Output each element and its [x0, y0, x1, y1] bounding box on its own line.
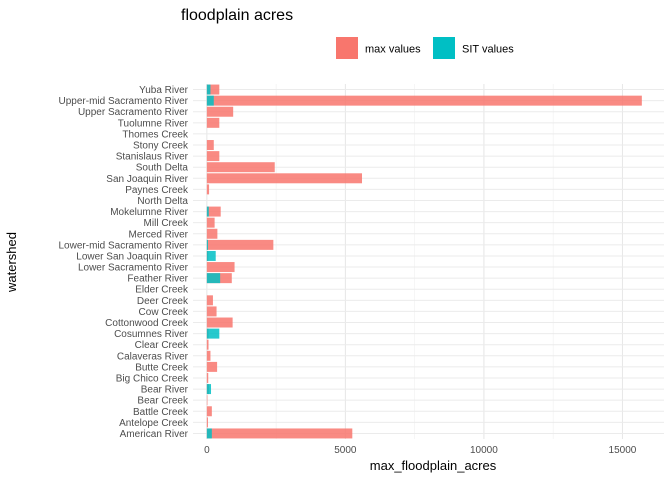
bars-sit-values [206, 84, 221, 439]
legend-label-max-values: max values [365, 44, 421, 56]
bar-max-values-merced-river [206, 228, 218, 239]
x-axis-label: max_floodplain_acres [370, 458, 497, 473]
bar-max-values-mokelumne-river [206, 206, 221, 217]
y-tick-label: San Joaquin River [106, 174, 188, 185]
y-tick-label: Elder Creek [135, 285, 189, 296]
bar-max-values-clear-creek [206, 339, 209, 350]
y-tick-label: Tuolumne River [118, 118, 189, 129]
bar-max-values-yuba-river [206, 84, 220, 95]
bar-sit-values-cosumnes-river [206, 328, 220, 339]
y-tick-label: Cosumnes River [114, 329, 189, 340]
y-tick-label: Lower Sacramento River [78, 263, 189, 274]
y-tick-label: Upper-mid Sacramento River [59, 96, 189, 107]
y-tick-label: Paynes Creek [125, 185, 189, 196]
bar-max-values-lower-mid-sacramento-river [206, 239, 274, 250]
y-tick-label: Deer Creek [137, 296, 189, 307]
bar-max-values-stony-creek [206, 140, 214, 151]
y-tick-label: Feather River [127, 274, 188, 285]
bar-max-values-tuolumne-river [206, 117, 220, 128]
y-tick-label: Antelope Creek [119, 418, 189, 429]
legend: max values SIT values [336, 37, 514, 59]
y-tick-label: Mokelumne River [110, 207, 188, 218]
bar-max-values-san-joaquin-river [206, 173, 363, 184]
bar-sit-values-mokelumne-river [206, 206, 209, 217]
y-tick-label: Bear River [141, 385, 189, 396]
y-axis-label: watershed [4, 232, 19, 293]
bar-max-values-antelope-creek [206, 417, 208, 428]
y-tick-label: Lower-mid Sacramento River [59, 240, 189, 251]
bar-max-values-stanislaus-river [206, 151, 220, 162]
x-axis-tick-labels: 0 5000 10000 15000 [204, 445, 637, 456]
bar-max-values-upper-mid-sacramento-river [206, 95, 642, 106]
y-tick-label: Battle Creek [133, 407, 189, 418]
bar-max-values-calaveras-river [206, 350, 211, 361]
grid [193, 84, 664, 439]
bar-sit-values-upper-mid-sacramento-river [206, 95, 214, 106]
x-tick-label: 10000 [470, 445, 498, 456]
bar-max-values-paynes-creek [206, 184, 210, 195]
bar-max-values-battle-creek [206, 406, 212, 417]
legend-key-max-values [336, 37, 358, 59]
y-tick-label: American River [120, 429, 189, 440]
bar-max-values-big-chico-creek [206, 372, 209, 383]
bar-max-values-cottonwood-creek [206, 317, 233, 328]
bar-sit-values-yuba-river [206, 84, 211, 95]
bar-max-values-butte-creek [206, 361, 218, 372]
legend-label-sit-values: SIT values [462, 44, 514, 56]
bar-sit-values-lower-mid-sacramento-river [206, 239, 208, 250]
y-tick-label: Stanislaus River [116, 152, 189, 163]
chart-title: floodplain acres [181, 7, 293, 24]
y-tick-label: Upper Sacramento River [78, 107, 189, 118]
y-tick-label: Big Chico Creek [116, 373, 189, 384]
y-tick-label: Clear Creek [135, 340, 189, 351]
bar-max-values-american-river [206, 428, 353, 439]
legend-key-sit-values [433, 37, 455, 59]
y-tick-label: North Delta [137, 196, 188, 207]
y-tick-label: South Delta [136, 163, 189, 174]
bar-sit-values-feather-river [206, 273, 221, 284]
bar-sit-values-american-river [206, 428, 212, 439]
y-tick-label: Cow Creek [139, 307, 189, 318]
bar-sit-values-lower-san-joaquin-river [206, 250, 216, 261]
bar-max-values-upper-sacramento-river [206, 106, 234, 117]
bar-max-values-lower-sacramento-river [206, 262, 235, 273]
y-tick-label: Lower San Joaquin River [76, 251, 188, 262]
x-tick-label: 5000 [334, 445, 357, 456]
y-tick-label: Bear Creek [137, 396, 189, 407]
y-tick-label: Stony Creek [133, 141, 189, 152]
x-tick-label: 0 [204, 445, 210, 456]
y-tick-label: Merced River [129, 229, 189, 240]
y-tick-label: Mill Creek [144, 218, 189, 229]
y-tick-label: Cottonwood Creek [105, 318, 189, 329]
bar-max-values-deer-creek [206, 295, 213, 306]
bar-max-values-mill-creek [206, 217, 215, 228]
y-tick-label: Yuba River [139, 85, 189, 96]
bar-max-values-cow-creek [206, 306, 217, 317]
x-tick-label: 15000 [609, 445, 637, 456]
y-tick-label: Butte Creek [135, 362, 189, 373]
y-tick-label: Thomes Creek [122, 129, 189, 140]
bars-max-values [206, 84, 642, 439]
bar-sit-values-bear-river [206, 384, 212, 395]
bar-max-values-bear-creek [206, 395, 208, 406]
bar-max-values-south-delta [206, 162, 275, 173]
y-tick-label: Calaveras River [117, 351, 189, 362]
